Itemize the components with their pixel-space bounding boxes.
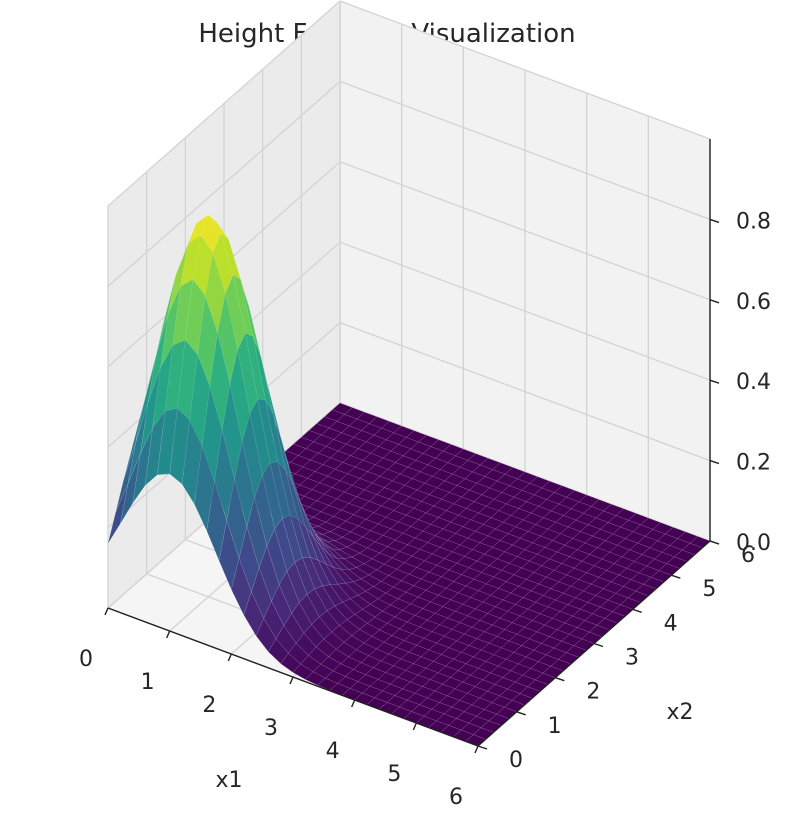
- x-tick-label: 5: [387, 762, 401, 787]
- x-tick-mark: [104, 607, 109, 616]
- gridline-z-back: [339, 0, 711, 140]
- x-tick-label: 4: [326, 739, 340, 764]
- x-tick-mark: [227, 653, 232, 662]
- z-tick-mark: [709, 218, 720, 224]
- z-tick-mark: [709, 459, 720, 465]
- gridline-z-left: [107, 0, 341, 207]
- z-tick-mark: [709, 540, 720, 545]
- y-tick-mark: [593, 642, 604, 648]
- surface-patch: [229, 349, 251, 442]
- y-tick-mark: [477, 745, 488, 750]
- x-tick-mark: [412, 722, 417, 731]
- z-tick-label: 0.4: [736, 370, 771, 395]
- x-tick-label: 2: [202, 693, 216, 718]
- surface-patch: [244, 332, 266, 400]
- z-tick-label: 0.6: [736, 290, 771, 315]
- gridline-z-back: [339, 321, 711, 462]
- y-tick-mark: [516, 711, 526, 716]
- x-tick-mark: [289, 676, 294, 685]
- x-tick-label: 6: [449, 785, 463, 810]
- y-tick-label: 5: [702, 577, 716, 602]
- x-tick-mark: [474, 745, 479, 754]
- z-tick-label: 0.8: [736, 209, 771, 234]
- x-tick-label: 0: [79, 647, 93, 672]
- gridline-z-left: [107, 80, 341, 287]
- y-tick-mark: [555, 677, 565, 682]
- surface-patch: [200, 214, 221, 254]
- y-tick-label: 0: [509, 748, 523, 773]
- gridline-z-back: [339, 241, 711, 381]
- y-tick-label: 2: [586, 680, 600, 705]
- surface-plot: [107, 214, 711, 747]
- x-tick-mark: [351, 699, 356, 708]
- x-tick-mark: [166, 630, 171, 639]
- z-tick-mark: [709, 379, 720, 384]
- z-tick-label: 0.0: [736, 531, 771, 556]
- y-tick-label: 6: [741, 543, 755, 568]
- x-axis-label: x1: [215, 768, 242, 793]
- surface-patch: [265, 399, 286, 471]
- gridline-z-back: [339, 161, 711, 301]
- surface-patch: [238, 525, 260, 593]
- y-tick-mark: [632, 608, 642, 613]
- y-tick-mark: [671, 574, 681, 579]
- surface-patch: [192, 234, 214, 297]
- x-tick-label: 1: [141, 670, 155, 695]
- z-tick-label: 0.2: [736, 451, 771, 476]
- z-tick-mark: [709, 299, 720, 304]
- x-tick-label: 3: [264, 716, 278, 741]
- y-axis-label: x2: [666, 700, 693, 725]
- y-tick-label: 4: [664, 611, 678, 636]
- y-tick-label: 3: [625, 646, 639, 671]
- surface-patch: [277, 460, 299, 520]
- gridline-z-back: [339, 80, 711, 221]
- surface-patch: [317, 559, 339, 585]
- y-tick-label: 1: [548, 714, 562, 739]
